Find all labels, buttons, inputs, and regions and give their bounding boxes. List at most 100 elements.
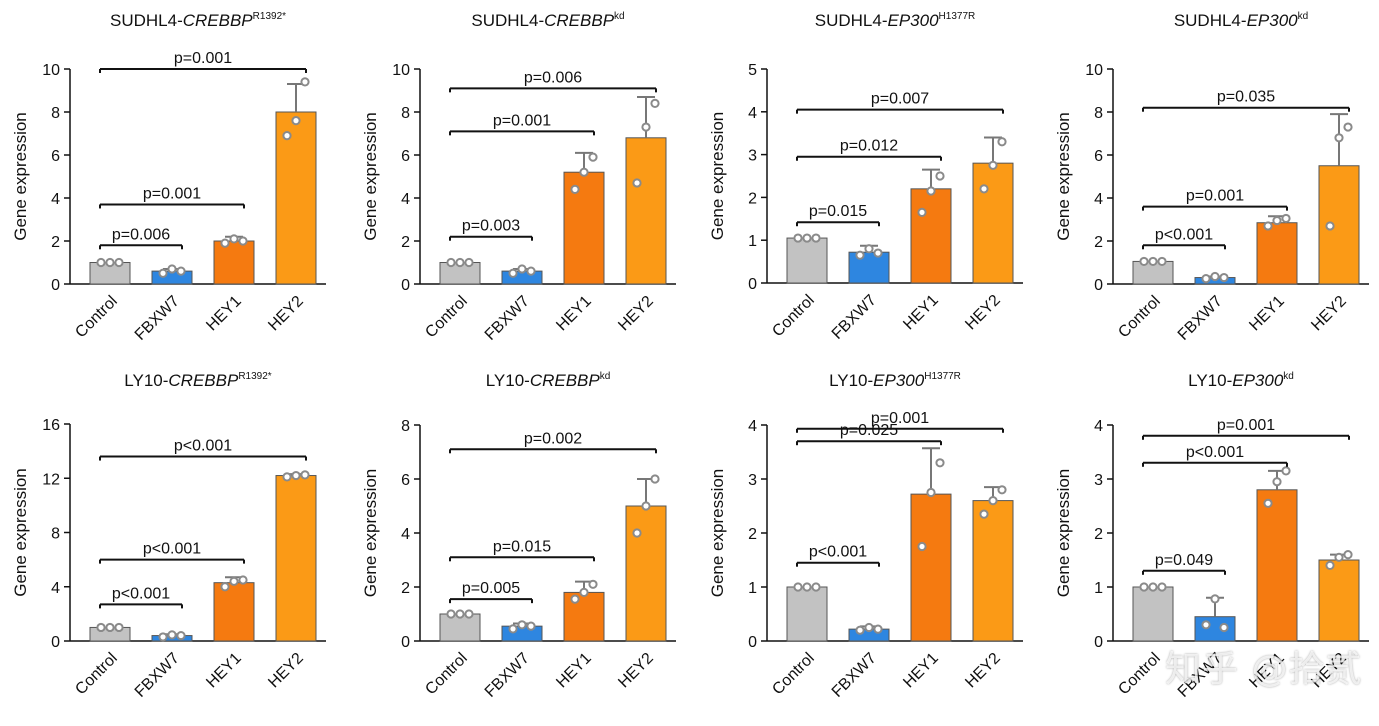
data-point [997, 485, 1007, 495]
p-value-label: p=0.001 [493, 112, 551, 129]
data-point [176, 266, 186, 276]
bar-hey2 [972, 162, 1014, 284]
p-value-label: p=0.007 [871, 91, 929, 108]
y-tick-label: 3 [748, 472, 757, 489]
bar-fbxw7 [848, 251, 890, 284]
y-tick-label: 8 [1094, 105, 1103, 122]
data-point [167, 264, 177, 274]
data-point [508, 268, 518, 278]
p-value-label: p<0.001 [1186, 444, 1244, 461]
y-tick-label: 2 [1094, 526, 1103, 543]
y-axis-label: Gene expression [708, 469, 727, 598]
y-tick-label: 2 [401, 580, 410, 597]
y-tick-label: 10 [42, 62, 60, 79]
category-label: HEY1 [203, 650, 245, 692]
p-value-label: p=0.001 [871, 410, 929, 427]
data-point [1139, 582, 1149, 592]
panel-title: LY10-EP300H1377R [829, 371, 961, 390]
y-tick-label: 4 [748, 105, 757, 122]
category-label: HEY2 [962, 292, 1004, 334]
data-point [220, 238, 230, 248]
data-point [96, 622, 106, 633]
data-point [1343, 122, 1353, 132]
category-label: HEY1 [900, 650, 942, 692]
category-label: FBXW7 [132, 293, 183, 344]
data-point [570, 594, 580, 604]
data-point [650, 98, 660, 109]
p-value-label: p<0.001 [1155, 226, 1213, 243]
data-point [1272, 215, 1282, 226]
p-value-label: p=0.006 [524, 69, 582, 86]
y-axis-label: Gene expression [1054, 469, 1073, 598]
data-point [811, 233, 821, 243]
data-point [979, 509, 989, 519]
bar-fbxw7 [1194, 616, 1236, 642]
data-point [238, 236, 248, 246]
y-tick-label: 10 [1085, 62, 1103, 79]
data-point [641, 122, 651, 132]
p-value-label: p<0.001 [112, 585, 170, 602]
data-point [579, 587, 589, 598]
data-point [446, 609, 456, 619]
bar-hey2 [275, 111, 317, 285]
data-point [158, 632, 168, 642]
data-point [1219, 272, 1229, 283]
panel-title: SUDHL4-EP300kd [1174, 11, 1308, 30]
y-tick-label: 0 [51, 634, 60, 651]
data-point [632, 178, 642, 188]
panel-title: SUDHL4-CREBBPkd [471, 11, 624, 30]
y-axis-label: Gene expression [11, 468, 30, 597]
data-point [1325, 560, 1335, 571]
bar-hey2 [972, 500, 1014, 642]
panel-title: SUDHL4-EP300H1377R [815, 11, 976, 30]
panel-title: LY10-EP300kd [1188, 371, 1294, 390]
p-value-label: p=0.015 [809, 203, 867, 220]
data-point [238, 575, 248, 585]
category-label: HEY1 [553, 293, 595, 335]
data-point [793, 233, 803, 243]
data-point [917, 541, 927, 552]
category-label: HEY2 [615, 293, 657, 335]
p-value-label: p=0.005 [462, 580, 520, 597]
category-label: Control [769, 292, 817, 340]
category-label: HEY2 [1308, 293, 1350, 335]
data-point [926, 487, 936, 498]
category-label: HEY1 [1246, 293, 1288, 335]
y-tick-label: 5 [748, 62, 757, 79]
y-axis-label: Gene expression [708, 112, 727, 241]
category-label: FBXW7 [1175, 293, 1226, 344]
data-point [105, 622, 115, 633]
bar-hey1 [563, 171, 605, 285]
p-value-label: p=0.001 [174, 50, 232, 67]
y-tick-label: 2 [748, 526, 757, 543]
y-tick-label: 8 [51, 105, 60, 122]
y-tick-label: 6 [51, 148, 60, 165]
y-tick-label: 4 [51, 191, 60, 208]
p-value-label: p=0.049 [1155, 552, 1213, 569]
y-tick-label: 6 [1094, 148, 1103, 165]
category-label: HEY1 [203, 293, 245, 335]
data-point [935, 458, 945, 468]
panel-title: LY10-CREBBPkd [486, 371, 611, 390]
data-point [1157, 582, 1167, 592]
bar-control [786, 237, 828, 284]
data-point [1157, 256, 1167, 267]
category-label: FBXW7 [482, 650, 533, 701]
data-point [1148, 582, 1158, 592]
y-tick-label: 2 [748, 190, 757, 207]
data-point [802, 233, 812, 243]
category-label: FBXW7 [829, 650, 880, 701]
y-tick-label: 3 [1094, 472, 1103, 489]
y-tick-label: 6 [401, 148, 410, 165]
data-point [579, 167, 589, 177]
y-axis-label: Gene expression [11, 112, 30, 241]
data-point [1201, 620, 1211, 630]
bar-hey1 [563, 591, 605, 642]
data-point [1210, 271, 1220, 282]
bar-hey1 [910, 493, 952, 642]
data-point [793, 582, 803, 592]
data-point [855, 250, 865, 260]
category-label: Control [1115, 650, 1163, 698]
data-point [588, 152, 598, 162]
data-point [508, 624, 518, 634]
